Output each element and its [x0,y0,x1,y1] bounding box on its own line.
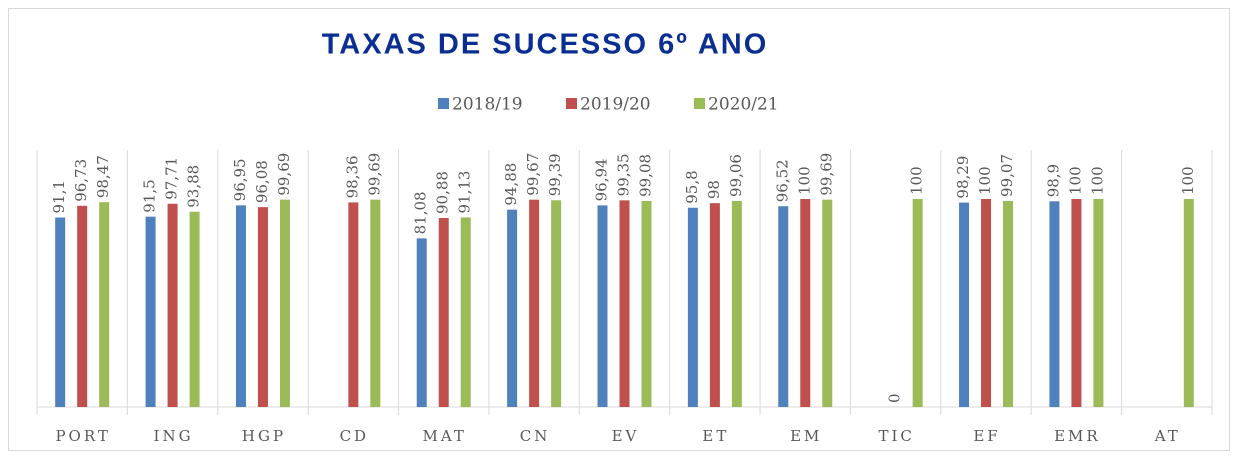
bar [235,205,246,407]
bar [55,217,66,407]
data-label: 93,88 [185,165,203,208]
data-label: 98,29 [954,156,972,199]
data-label: 100 [795,166,813,195]
data-label: 96,94 [593,158,611,201]
bar [959,202,970,407]
data-label: 98,47 [94,155,112,198]
bar [145,216,156,407]
bar [709,203,720,407]
legend-swatch [438,98,449,109]
data-label: 100 [1179,166,1197,195]
data-label: 90,88 [434,171,452,214]
bar [822,199,833,407]
bar [348,202,359,407]
x-tick-label: PORT [55,427,110,445]
bar [1183,199,1194,407]
bar [370,199,381,407]
x-tick-label: HGP [242,427,286,445]
bar [1071,199,1082,407]
bar [912,199,923,407]
data-label: 100 [976,166,994,195]
data-label: 96,08 [253,160,271,203]
data-label: 0 [886,393,904,403]
legend-swatch [566,98,577,109]
x-tick-label: EM [790,427,822,445]
bar [778,206,789,407]
data-label: 99,69 [817,153,835,196]
data-label: 100 [908,166,926,195]
data-label: 99,67 [524,153,542,196]
data-label: 99,07 [998,154,1016,197]
x-tick-label: CD [340,427,370,445]
data-label: 99,39 [546,153,564,196]
x-tick-label: ING [154,427,194,445]
bar [189,211,200,407]
data-label: 100 [1088,166,1106,195]
chart-frame [8,8,1230,451]
data-label: 81,08 [412,191,430,234]
bar [416,238,427,407]
x-tick-label: MAT [423,427,467,445]
data-label: 96,73 [72,159,90,202]
bar [1093,199,1104,407]
bar [529,199,540,407]
x-tick-label: EF [973,427,1000,445]
bar [800,199,811,407]
data-label: 99,35 [615,153,633,196]
bar [167,203,178,407]
legend-label: 2018/19 [452,95,523,115]
data-label: 91,5 [141,179,159,212]
x-tick-label: EV [612,427,640,445]
bar [460,217,471,407]
bar [597,205,608,407]
data-label: 99,08 [637,154,655,197]
bar [257,207,268,407]
bar [981,199,992,407]
data-label: 94,88 [502,163,520,206]
data-label: 96,95 [231,158,249,201]
data-label: 99,69 [365,153,383,196]
bar [1049,201,1060,407]
bar [279,199,290,407]
x-tick-label: ET [702,427,729,445]
data-label: 95,8 [683,170,701,203]
bar [551,200,562,407]
bar [77,205,88,407]
data-label: 99,69 [275,153,293,196]
x-tick-label: TIC [878,427,914,445]
x-tick-label: CN [520,427,551,445]
data-label: 98,9 [1044,164,1062,197]
data-label: 98 [705,180,723,199]
bar [731,200,742,407]
legend-label: 2020/21 [708,95,779,115]
data-label: 98,36 [343,155,361,198]
legend-label: 2019/20 [580,95,651,115]
x-tick-label: EMR [1054,427,1101,445]
bar [687,207,698,407]
bar [1003,200,1014,407]
data-label: 96,52 [773,159,791,202]
data-label: 97,71 [163,157,181,200]
data-label: 100 [1066,166,1084,195]
bar [507,209,518,407]
bar [99,202,110,407]
chart-title: TAXAS DE SUCESSO 6º ANO [322,29,769,61]
legend-swatch [694,98,705,109]
data-label: 91,13 [456,170,474,213]
bar [641,200,652,407]
data-label: 91,1 [50,180,68,213]
data-label: 99,06 [727,154,745,197]
bar [438,217,449,407]
x-tick-label: AT [1154,427,1181,445]
bar [619,200,630,407]
